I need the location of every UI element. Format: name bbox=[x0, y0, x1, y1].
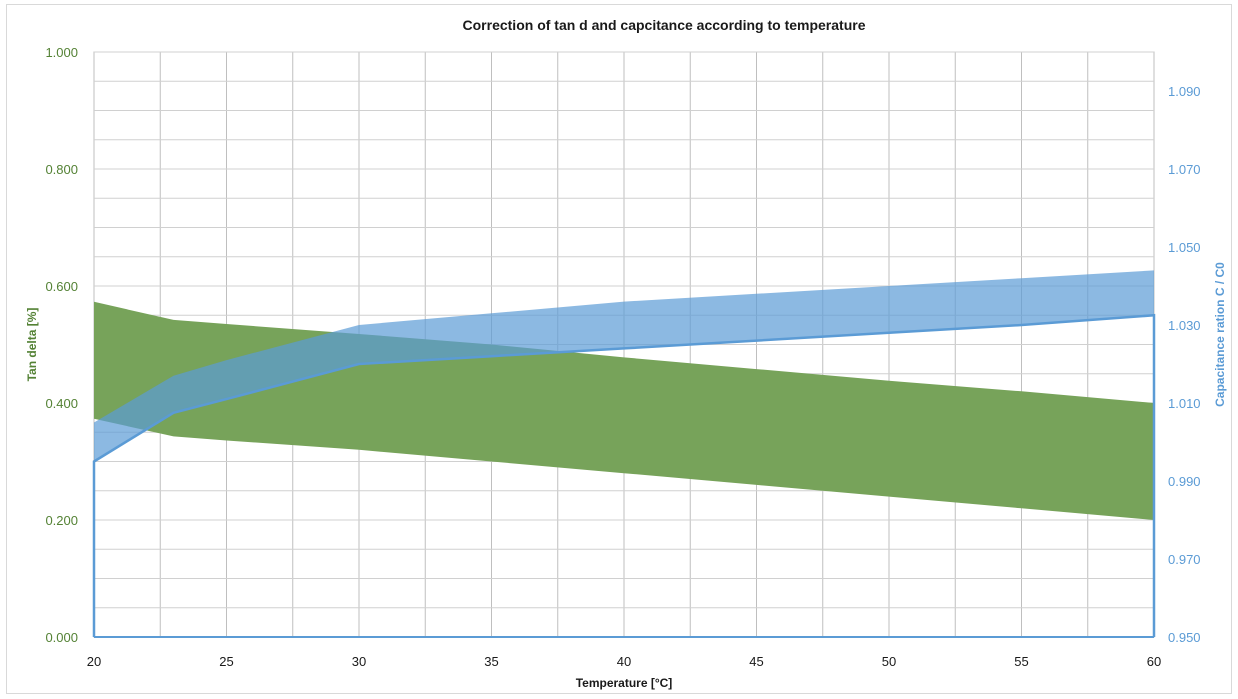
y-tick-label: 0.400 bbox=[45, 396, 78, 411]
y-tick-label: 0.200 bbox=[45, 513, 78, 528]
x-tick-label: 45 bbox=[749, 654, 763, 669]
x-tick-label: 20 bbox=[87, 654, 101, 669]
x-tick-label: 60 bbox=[1147, 654, 1161, 669]
y-axis-title: Tan delta [%] bbox=[25, 308, 39, 382]
y-tick-label: 1.000 bbox=[45, 45, 78, 60]
x-axis-title: Temperature [°C] bbox=[576, 676, 673, 690]
x-tick-label: 40 bbox=[617, 654, 631, 669]
y-tick-label: 0.000 bbox=[45, 630, 78, 645]
y2-tick-label: 0.990 bbox=[1168, 474, 1201, 489]
y2-tick-label: 0.970 bbox=[1168, 552, 1201, 567]
y2-tick-label: 1.030 bbox=[1168, 318, 1201, 333]
capacitance-band bbox=[94, 270, 1154, 462]
y2-axis-title: Capacitance ration C / C0 bbox=[1213, 262, 1227, 407]
x-tick-label: 50 bbox=[882, 654, 896, 669]
x-tick-label: 25 bbox=[219, 654, 233, 669]
y2-tick-label: 1.050 bbox=[1168, 240, 1201, 255]
chart-title: Correction of tan d and capcitance accor… bbox=[463, 17, 866, 33]
x-tick-label: 35 bbox=[484, 654, 498, 669]
y2-tick-label: 1.070 bbox=[1168, 162, 1201, 177]
y2-tick-label: 0.950 bbox=[1168, 630, 1201, 645]
x-tick-label: 55 bbox=[1014, 654, 1028, 669]
y-tick-label: 0.600 bbox=[45, 279, 78, 294]
capacitance-lower-line bbox=[92, 313, 1156, 637]
x-tick-label: 30 bbox=[352, 654, 366, 669]
y-tick-label: 0.800 bbox=[45, 162, 78, 177]
y2-tick-label: 1.090 bbox=[1168, 84, 1201, 99]
y2-tick-label: 1.010 bbox=[1168, 396, 1201, 411]
